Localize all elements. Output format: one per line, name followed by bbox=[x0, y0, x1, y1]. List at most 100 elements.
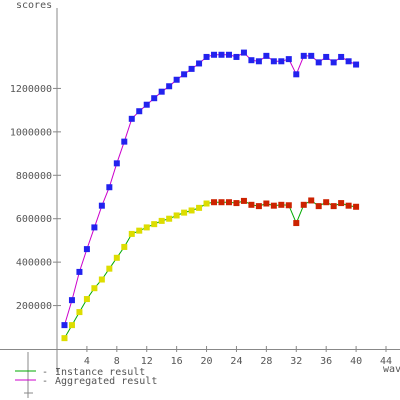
data-point bbox=[211, 51, 218, 58]
data-point bbox=[113, 160, 120, 167]
data-point bbox=[345, 58, 352, 65]
data-point bbox=[308, 197, 315, 204]
data-point bbox=[300, 201, 307, 208]
data-point bbox=[106, 184, 113, 191]
data-point bbox=[166, 215, 173, 222]
data-point bbox=[166, 83, 173, 90]
series-line bbox=[64, 51, 357, 326]
data-point bbox=[61, 322, 68, 329]
x-tick-label: 12 bbox=[141, 356, 153, 367]
data-point bbox=[83, 246, 90, 253]
y-axis-label: scores bbox=[16, 0, 52, 11]
x-axis-label: wave bbox=[383, 364, 400, 375]
x-tick-label: 40 bbox=[350, 356, 362, 367]
x-tick-label: 16 bbox=[171, 356, 183, 367]
data-point bbox=[300, 52, 307, 59]
data-point bbox=[106, 265, 113, 272]
data-point bbox=[188, 65, 195, 72]
data-point bbox=[225, 199, 232, 206]
y-tick-label: 1000000 bbox=[10, 127, 52, 138]
data-point bbox=[181, 71, 188, 78]
data-point bbox=[151, 95, 158, 102]
y-tick-label: 400000 bbox=[16, 258, 52, 269]
legend-label-instance: Instance result bbox=[55, 367, 145, 378]
axes bbox=[0, 8, 400, 398]
data-point bbox=[338, 200, 345, 207]
data-point bbox=[61, 335, 68, 342]
data-point bbox=[248, 201, 255, 208]
data-point bbox=[315, 59, 322, 66]
legend: - Instance result - Aggregated result bbox=[15, 367, 157, 387]
data-point bbox=[203, 200, 210, 207]
data-point bbox=[248, 57, 255, 64]
data-point bbox=[270, 202, 277, 209]
data-point bbox=[218, 51, 225, 58]
data-point bbox=[323, 53, 330, 60]
data-point bbox=[76, 268, 83, 275]
data-point bbox=[345, 202, 352, 209]
data-point bbox=[263, 52, 270, 59]
data-point bbox=[181, 209, 188, 216]
data-point bbox=[68, 322, 75, 329]
data-point bbox=[83, 296, 90, 303]
data-point bbox=[91, 285, 98, 292]
x-tick-label: 8 bbox=[114, 356, 120, 367]
y-tick-label: 800000 bbox=[16, 171, 52, 182]
series-instance bbox=[61, 197, 360, 342]
data-point bbox=[196, 60, 203, 67]
data-point bbox=[308, 52, 315, 59]
data-point bbox=[233, 53, 240, 60]
data-point bbox=[293, 71, 300, 78]
data-point bbox=[136, 108, 143, 115]
legend-label-aggregated: Aggregated result bbox=[55, 376, 157, 387]
series-line bbox=[64, 199, 357, 339]
data-point bbox=[68, 297, 75, 304]
data-point bbox=[330, 203, 337, 210]
data-point bbox=[76, 309, 83, 316]
y-tick-label: 600000 bbox=[16, 214, 52, 225]
data-point bbox=[330, 59, 337, 66]
data-point bbox=[121, 138, 128, 145]
data-point bbox=[263, 200, 270, 207]
series-layer bbox=[61, 49, 360, 342]
data-point bbox=[285, 202, 292, 209]
data-point bbox=[278, 58, 285, 65]
data-point bbox=[158, 88, 165, 95]
x-tick-label: 4 bbox=[84, 356, 90, 367]
data-point bbox=[121, 243, 128, 250]
data-point bbox=[233, 200, 240, 207]
data-point bbox=[136, 227, 143, 234]
x-ticks: 4 8 12 16 20 24 28 32 36 40 44 bbox=[84, 346, 392, 367]
data-point bbox=[315, 203, 322, 210]
data-point bbox=[270, 58, 277, 65]
data-point bbox=[143, 101, 150, 108]
data-point bbox=[203, 53, 210, 60]
legend-dash-instance: - bbox=[42, 367, 48, 378]
data-point bbox=[218, 199, 225, 206]
data-point bbox=[98, 202, 105, 209]
series-aggregated bbox=[61, 49, 360, 329]
data-point bbox=[128, 230, 135, 237]
x-tick-label: 24 bbox=[230, 356, 242, 367]
data-point bbox=[240, 49, 247, 56]
data-point bbox=[143, 224, 150, 231]
data-point bbox=[188, 207, 195, 214]
data-point bbox=[278, 201, 285, 208]
data-point bbox=[158, 217, 165, 224]
data-point bbox=[173, 212, 180, 219]
data-point bbox=[323, 199, 330, 206]
data-point bbox=[196, 204, 203, 211]
data-point bbox=[113, 254, 120, 261]
data-point bbox=[91, 224, 98, 231]
data-point bbox=[240, 197, 247, 204]
data-point bbox=[128, 115, 135, 122]
data-point bbox=[151, 221, 158, 228]
data-point bbox=[173, 76, 180, 83]
data-point bbox=[211, 199, 218, 206]
data-point bbox=[293, 220, 300, 227]
data-point bbox=[353, 61, 360, 68]
data-point bbox=[255, 203, 262, 210]
x-tick-label: 36 bbox=[320, 356, 332, 367]
data-point bbox=[338, 53, 345, 60]
